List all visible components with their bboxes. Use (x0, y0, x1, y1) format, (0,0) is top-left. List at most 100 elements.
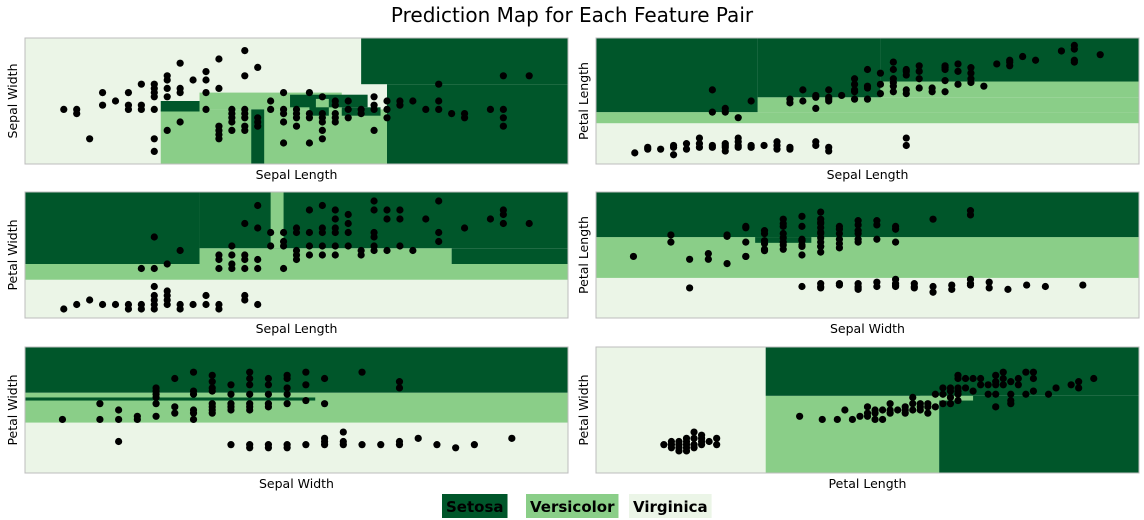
region-setosa (596, 192, 1139, 238)
data-point (124, 305, 133, 313)
data-point (1070, 41, 1078, 50)
data-point (631, 149, 639, 157)
data-point (318, 224, 326, 232)
data-point (721, 108, 729, 116)
data-point (279, 264, 288, 273)
data-point (228, 264, 236, 273)
data-point (686, 255, 694, 263)
data-point (850, 95, 859, 103)
data-point (992, 378, 1000, 386)
data-point (812, 104, 820, 113)
region-setosa (939, 395, 1139, 473)
data-point (202, 291, 210, 300)
data-point (660, 441, 668, 449)
data-point (331, 224, 339, 232)
data-point (929, 288, 937, 296)
data-point (1007, 390, 1015, 398)
data-point (629, 252, 638, 261)
data-point (305, 114, 314, 122)
data-point (644, 143, 652, 151)
data-point (1014, 374, 1022, 383)
data-point (690, 434, 698, 442)
data-point (812, 91, 820, 100)
data-point (302, 381, 310, 389)
data-point (889, 75, 897, 83)
data-point (993, 60, 1001, 68)
data-point (254, 224, 262, 232)
data-point (246, 374, 254, 383)
data-point (86, 296, 94, 304)
data-point (264, 400, 273, 408)
data-point (339, 437, 347, 446)
data-point (163, 93, 171, 101)
data-point (734, 138, 742, 146)
data-point (967, 69, 975, 77)
data-point (215, 305, 223, 313)
data-point (682, 437, 691, 446)
data-point (409, 97, 417, 105)
data-point (747, 143, 755, 151)
x-axis-label: Sepal Width (259, 476, 334, 491)
data-point (798, 212, 806, 220)
data-point (909, 393, 917, 401)
data-point (1079, 281, 1087, 289)
data-point (115, 406, 123, 414)
data-point (241, 72, 249, 80)
data-point (396, 242, 404, 250)
data-point (873, 235, 881, 243)
data-point (227, 400, 235, 408)
data-point (525, 72, 533, 80)
data-point (1029, 368, 1038, 376)
data-point (1007, 400, 1015, 408)
data-point (227, 441, 235, 449)
data-point (152, 384, 160, 392)
data-point (848, 415, 857, 424)
data-point (1022, 368, 1030, 376)
data-point (721, 140, 729, 148)
data-point (1041, 282, 1049, 291)
data-point (817, 280, 825, 288)
data-point (264, 374, 273, 383)
data-point (695, 134, 704, 142)
data-point (370, 93, 378, 101)
data-point (817, 215, 825, 223)
data-point (344, 219, 352, 228)
data-point (854, 227, 862, 235)
data-point (961, 374, 970, 383)
data-point (254, 264, 262, 273)
data-point (176, 59, 184, 67)
data-point (292, 224, 301, 232)
data-point (708, 141, 716, 150)
region-setosa (361, 38, 568, 85)
data-point (889, 65, 897, 74)
data-point (894, 406, 902, 414)
data-point (124, 89, 133, 97)
x-axis-label: Sepal Length (256, 321, 338, 336)
data-point (241, 105, 249, 113)
data-point (267, 242, 275, 250)
data-point (833, 415, 841, 424)
data-points (60, 197, 533, 313)
data-point (835, 235, 844, 243)
data-point (305, 206, 314, 214)
data-point (152, 400, 160, 408)
data-point (969, 374, 977, 383)
data-point (111, 97, 120, 105)
data-point (150, 147, 158, 155)
data-point (383, 246, 391, 255)
data-point (682, 447, 691, 455)
data-point (264, 390, 273, 398)
data-point (60, 105, 68, 113)
data-point (318, 126, 326, 134)
data-point (86, 135, 94, 143)
data-point (150, 233, 158, 241)
data-point (318, 201, 326, 210)
data-point (115, 437, 123, 446)
data-point (228, 251, 236, 259)
data-point (992, 403, 1000, 411)
data-point (279, 118, 288, 126)
data-point (915, 84, 923, 92)
region-versicolor (596, 237, 1139, 278)
data-point (1067, 381, 1075, 389)
data-point (967, 64, 975, 72)
